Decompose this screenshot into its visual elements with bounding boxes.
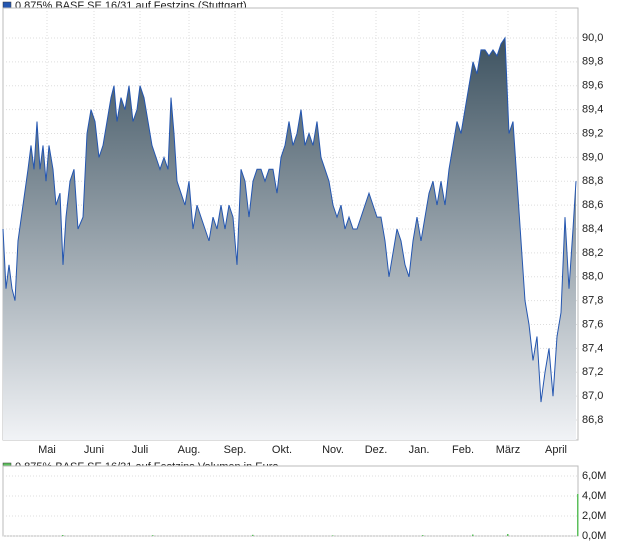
- y-tick-label: 6,0M: [582, 470, 606, 482]
- volume-bar: [62, 535, 64, 536]
- plot-frame: [2, 465, 579, 537]
- y-tick-label: 89,6: [582, 80, 603, 92]
- price-line: [2, 36, 577, 403]
- y-tick-label: 88,2: [582, 247, 603, 259]
- x-tick-label: Juli: [132, 444, 149, 456]
- legend-title: 0,875% BASF SE 16/31 auf Festzins (Stutt…: [15, 0, 247, 12]
- volume-bar: [332, 535, 334, 536]
- y-tick-label: 87,4: [582, 342, 603, 354]
- x-tick-label: Mai: [38, 444, 56, 456]
- y-tick-label: 89,8: [582, 56, 603, 68]
- x-tick-label: April: [545, 444, 567, 456]
- x-tick-label: Jan.: [409, 444, 430, 456]
- y-tick-label: 89,2: [582, 127, 603, 139]
- y-tick-label: 87,8: [582, 295, 603, 307]
- volume-bar: [577, 494, 579, 536]
- x-tick-label: Juni: [84, 444, 104, 456]
- y-tick-label: 88,4: [582, 223, 603, 235]
- y-tick-label: 88,6: [582, 199, 603, 211]
- x-tick-label: März: [496, 444, 520, 456]
- volume-bar: [507, 534, 509, 536]
- y-tick-label: 87,0: [582, 390, 603, 402]
- y-tick-label: 88,0: [582, 271, 603, 283]
- area: [3, 37, 576, 441]
- volume-bar: [472, 534, 474, 536]
- volume-bar: [252, 534, 254, 536]
- volume-bar: [422, 535, 424, 536]
- y-tick-label: 86,8: [582, 414, 603, 426]
- y-tick-label: 87,2: [582, 366, 603, 378]
- x-tick-label: Sep.: [224, 444, 247, 456]
- x-tick-label: Aug.: [178, 444, 201, 456]
- y-tick-label: 0,0M: [582, 530, 606, 542]
- y-tick-label: 87,6: [582, 318, 603, 330]
- y-tick-label: 90,0: [582, 32, 603, 44]
- x-tick-label: Okt.: [272, 444, 292, 456]
- volume-bar: [152, 535, 154, 536]
- y-tick-label: 89,4: [582, 103, 603, 115]
- y-tick-label: 88,8: [582, 175, 603, 187]
- y-tick-label: 89,0: [582, 151, 603, 163]
- y-tick-label: 2,0M: [582, 510, 606, 522]
- y-tick-label: 4,0M: [582, 490, 606, 502]
- x-tick-label: Feb.: [452, 444, 474, 456]
- x-tick-label: Dez.: [365, 444, 388, 456]
- x-tick-label: Nov.: [322, 444, 344, 456]
